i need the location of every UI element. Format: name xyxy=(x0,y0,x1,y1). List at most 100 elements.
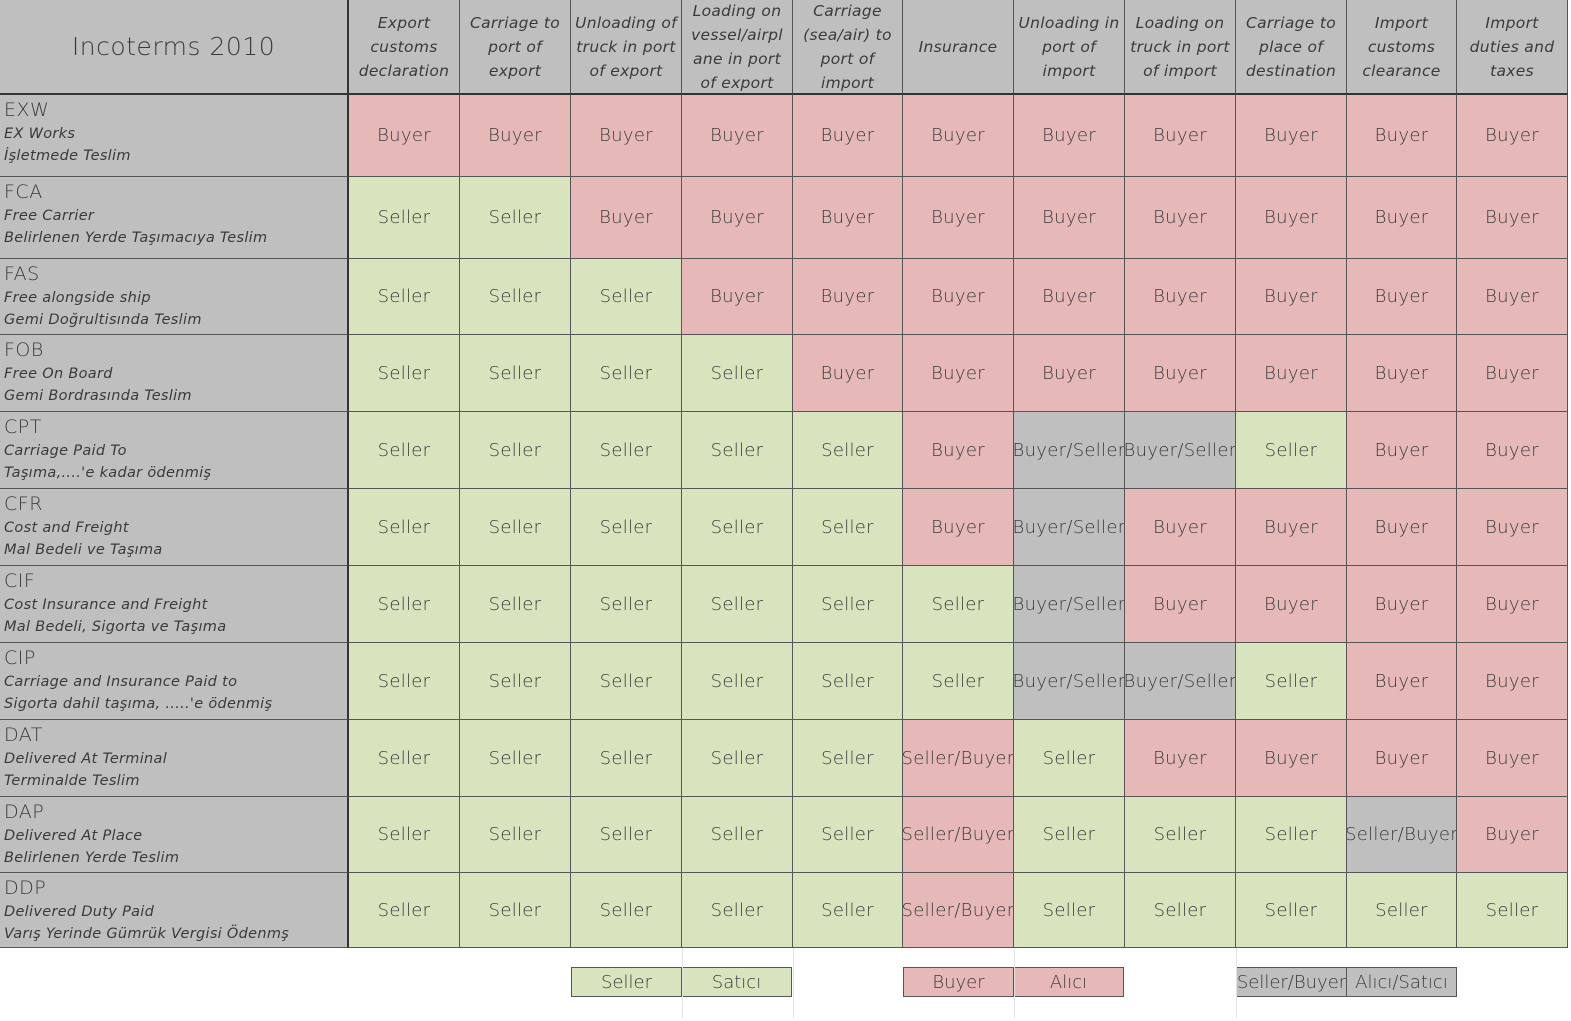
responsibility-cell: Seller xyxy=(349,412,460,489)
legend-swatch: Seller xyxy=(571,967,682,997)
responsibility-cell: Buyer xyxy=(1014,177,1125,259)
column-header: Loading on truck in port of import xyxy=(1125,0,1236,95)
responsibility-cell: Seller xyxy=(793,797,903,873)
responsibility-cell: Seller xyxy=(349,489,460,566)
row-header: CPT Carriage Paid To Taşıma,....'e kadar ö… xyxy=(0,412,349,489)
column-header: Loading on vessel/airpl ane in port of e… xyxy=(682,0,793,95)
responsibility-cell: Buyer xyxy=(1236,177,1347,259)
responsibility-cell: Seller xyxy=(460,643,571,720)
responsibility-cell: Buyer xyxy=(1347,259,1457,335)
row-header: EXW EX Works İşletmede Teslim xyxy=(0,95,349,177)
responsibility-cell: Seller/Buyer xyxy=(903,797,1014,873)
incoterm-name: Free Carrier xyxy=(4,208,95,224)
incoterm-name-turkish: Gemi Doğrultisında Teslim xyxy=(4,312,202,328)
responsibility-cell: Buyer xyxy=(1347,95,1457,177)
responsibility-cell: Seller xyxy=(460,873,571,948)
responsibility-cell: Buyer xyxy=(1236,566,1347,643)
column-header: Carriage to port of export xyxy=(460,0,571,95)
incoterm-name-turkish: Gemi Bordrasında Teslim xyxy=(4,388,192,404)
responsibility-cell: Seller xyxy=(682,566,793,643)
incoterm-name-turkish: Varış Yerinde Gümrük Vergisi Ödenmş xyxy=(4,926,290,942)
gridline-remnant xyxy=(1236,948,1237,1018)
incoterm-name-turkish: İşletmede Teslim xyxy=(4,148,131,164)
responsibility-cell: Seller xyxy=(460,412,571,489)
responsibility-cell: Buyer xyxy=(1125,720,1236,797)
incoterm-name-turkish: Mal Bedeli ve Taşıma xyxy=(4,542,163,558)
responsibility-cell: Buyer xyxy=(1347,412,1457,489)
responsibility-cell: Seller xyxy=(460,720,571,797)
row-header: DAP Delivered At Place Belirlenen Yerde Te… xyxy=(0,797,349,873)
incoterm-name-turkish: Belirlenen Yerde Taşımacıya Teslim xyxy=(4,230,268,246)
responsibility-cell: Buyer xyxy=(793,177,903,259)
row-header: DAT Delivered At Terminal Terminalde Tesli… xyxy=(0,720,349,797)
responsibility-cell: Buyer xyxy=(903,412,1014,489)
responsibility-cell: Buyer xyxy=(793,95,903,177)
responsibility-cell: Seller xyxy=(1347,873,1457,948)
legend-translation: Satıcı xyxy=(681,967,792,997)
incoterm-code: DAP xyxy=(4,801,45,823)
responsibility-cell: Buyer xyxy=(1457,489,1568,566)
responsibility-cell: Seller xyxy=(1457,873,1568,948)
legend-translation: Alıcı xyxy=(1013,967,1124,997)
responsibility-cell: Buyer xyxy=(903,95,1014,177)
responsibility-cell: Seller xyxy=(682,797,793,873)
column-header: Unloading in port of import xyxy=(1014,0,1125,95)
responsibility-cell: Seller xyxy=(903,643,1014,720)
responsibility-cell: Buyer xyxy=(1347,489,1457,566)
incoterm-name: Delivered At Place xyxy=(4,828,143,844)
responsibility-cell: Buyer xyxy=(1457,177,1568,259)
incoterm-code: FCA xyxy=(4,181,43,203)
responsibility-cell: Buyer xyxy=(1125,489,1236,566)
responsibility-cell: Seller xyxy=(1014,720,1125,797)
responsibility-cell: Buyer/Seller xyxy=(1014,489,1125,566)
legend-swatch: Buyer xyxy=(903,967,1014,997)
incoterm-name-turkish: Belirlenen Yerde Teslim xyxy=(4,850,180,866)
responsibility-cell: Buyer xyxy=(1236,259,1347,335)
responsibility-cell: Buyer xyxy=(1457,412,1568,489)
column-header: Carriage to place of destination xyxy=(1236,0,1347,95)
incoterm-name-turkish: Mal Bedeli, Sigorta ve Taşıma xyxy=(4,619,227,635)
responsibility-cell: Seller xyxy=(571,720,682,797)
responsibility-cell: Seller xyxy=(349,643,460,720)
responsibility-cell: Seller xyxy=(349,797,460,873)
responsibility-cell: Buyer xyxy=(1125,566,1236,643)
responsibility-cell: Seller xyxy=(460,797,571,873)
responsibility-cell: Buyer xyxy=(460,95,571,177)
responsibility-cell: Buyer/Seller xyxy=(1125,412,1236,489)
column-header: Import duties and taxes xyxy=(1457,0,1568,95)
responsibility-cell: Seller xyxy=(571,335,682,412)
incoterm-code: FOB xyxy=(4,339,44,361)
incoterm-name: Carriage Paid To xyxy=(4,443,127,459)
responsibility-cell: Seller xyxy=(682,412,793,489)
responsibility-cell: Seller xyxy=(571,873,682,948)
row-header: DDP Delivered Duty Paid Varış Yerinde Gümr… xyxy=(0,873,349,948)
column-header: Export customs declaration xyxy=(349,0,460,95)
responsibility-cell: Seller xyxy=(682,720,793,797)
responsibility-cell: Seller xyxy=(1236,797,1347,873)
legend-swatch: Seller/Buyer xyxy=(1236,967,1347,997)
responsibility-cell: Buyer xyxy=(1457,259,1568,335)
incoterm-name-turkish: Terminalde Teslim xyxy=(4,773,140,789)
incoterm-name-turkish: Sigorta dahil taşıma, .....'e ödenmiş xyxy=(4,696,273,712)
responsibility-cell: Buyer xyxy=(903,259,1014,335)
responsibility-cell: Seller xyxy=(682,335,793,412)
responsibility-cell: Seller xyxy=(793,489,903,566)
gridline-remnant xyxy=(793,948,794,1018)
responsibility-cell: Seller xyxy=(1014,873,1125,948)
responsibility-cell: Buyer xyxy=(903,489,1014,566)
responsibility-cell: Seller xyxy=(349,177,460,259)
responsibility-cell: Seller xyxy=(349,259,460,335)
responsibility-cell: Seller xyxy=(1236,643,1347,720)
responsibility-cell: Buyer xyxy=(1014,95,1125,177)
responsibility-cell: Buyer xyxy=(1236,489,1347,566)
row-header: FOB Free On Board Gemi Bordrasında Teslim xyxy=(0,335,349,412)
responsibility-cell: Buyer xyxy=(1347,335,1457,412)
responsibility-cell: Seller xyxy=(1014,797,1125,873)
responsibility-cell: Seller xyxy=(460,489,571,566)
incoterm-code: CIP xyxy=(4,647,36,669)
incoterm-name: Delivered Duty Paid xyxy=(4,904,155,920)
responsibility-cell: Buyer xyxy=(1457,797,1568,873)
responsibility-cell: Seller xyxy=(682,643,793,720)
incoterm-name: Delivered At Terminal xyxy=(4,751,168,767)
responsibility-cell: Buyer/Seller xyxy=(1014,412,1125,489)
